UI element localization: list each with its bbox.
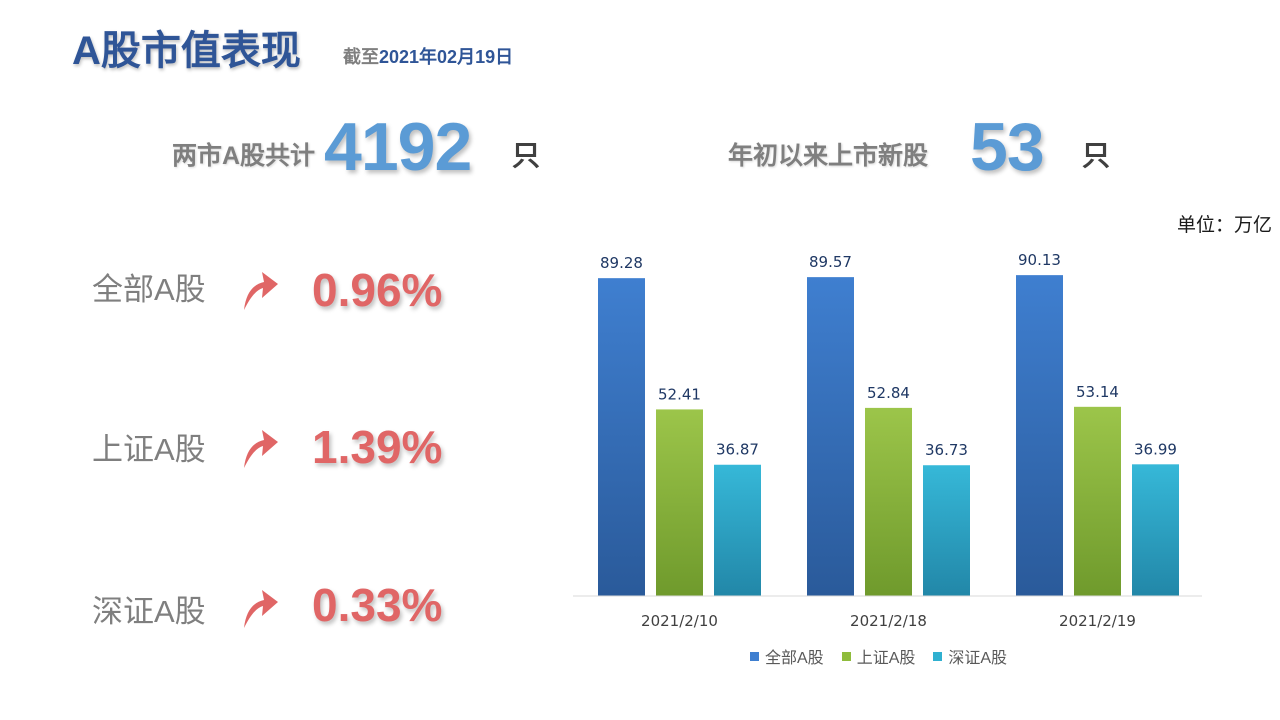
bar-all (807, 277, 854, 596)
x-tick-label: 2021/2/18 (850, 612, 927, 630)
bar-sz (923, 465, 970, 596)
up-arrow-icon (244, 590, 278, 628)
bar-all (598, 278, 645, 596)
data-label: 89.28 (600, 254, 643, 272)
total-stocks-label: 两市A股共计 (172, 142, 316, 170)
change-label-sh: 上证A股 (92, 432, 206, 467)
bar-all (1016, 275, 1063, 596)
legend-label: 上证A股 (856, 650, 916, 667)
up-arrow-icon (244, 272, 278, 310)
page-title: A股市值表现 (72, 29, 301, 73)
legend-swatch (841, 651, 851, 661)
legend-item-sh: 上证A股 (841, 644, 916, 668)
bar-sh (865, 407, 912, 596)
new-listings-unit: 只 (1082, 140, 1111, 171)
legend-label: 全部A股 (765, 650, 824, 667)
legend-label: 深证A股 (948, 650, 1008, 667)
legend-item-sz: 深证A股 (933, 644, 1007, 668)
legend-item-all: 全部A股 (750, 644, 824, 668)
data-label: 53.14 (1076, 383, 1119, 401)
legend-swatch (933, 651, 943, 661)
data-label: 90.13 (1018, 251, 1061, 269)
data-label: 36.73 (925, 441, 968, 459)
change-label-sz: 深证A股 (92, 594, 206, 629)
as-of-prefix: 截至 (343, 47, 379, 67)
market-cap-bar-chart: 89.28 52.41 36.87 2021/2/10 89.57 52.84 36.73 2… (573, 251, 1202, 630)
x-tick-label: 2021/2/19 (1059, 612, 1136, 630)
total-stocks-value: 4192 (324, 109, 472, 185)
as-of-date-value: 2021年02月19日 (379, 47, 514, 67)
as-of-date: 截至2021年02月19日 (343, 43, 513, 69)
x-tick-label: 2021/2/10 (641, 612, 718, 630)
chart-legend: 全部A股 上证A股 深证A股 (750, 644, 1007, 668)
change-pct-sh: 1.39% (312, 421, 443, 473)
up-arrow-icon (244, 430, 278, 468)
total-stocks-unit: 只 (512, 140, 541, 171)
change-label-all: 全部A股 (92, 272, 206, 307)
data-label: 52.41 (658, 385, 701, 403)
bar-sz (1132, 464, 1179, 596)
change-pct-all: 0.96% (312, 264, 443, 316)
bar-sh (656, 409, 703, 596)
new-listings-label: 年初以来上市新股 (728, 142, 929, 170)
bar-sh (1074, 406, 1121, 596)
bar-sz (714, 464, 761, 596)
data-label: 89.57 (809, 253, 852, 271)
unit-note: 单位：万亿 (1176, 215, 1272, 236)
change-pct-sz: 0.33% (312, 579, 443, 631)
new-listings-value: 53 (970, 109, 1045, 185)
legend-swatch (750, 651, 759, 661)
data-label: 52.84 (867, 384, 910, 402)
data-label: 36.99 (1134, 440, 1177, 458)
data-label: 36.87 (716, 441, 759, 459)
